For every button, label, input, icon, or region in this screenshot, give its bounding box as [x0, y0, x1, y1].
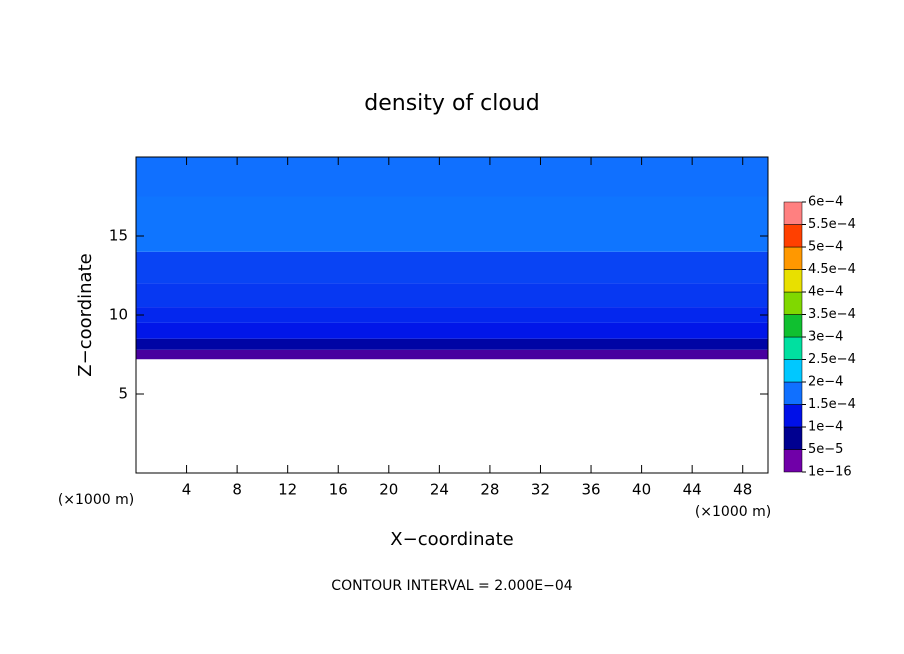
colorbar-label: 5e−5	[808, 442, 843, 457]
contour-band	[136, 322, 768, 339]
colorbar-box	[783, 449, 803, 473]
colorbar-label: 5.5e−4	[808, 217, 856, 232]
y-tick-label: 5	[118, 385, 128, 403]
colorbar-label: 6e−4	[808, 195, 843, 210]
contour-band	[136, 307, 768, 323]
colorbar-box	[783, 381, 803, 405]
contour-band	[136, 338, 768, 350]
colorbar-box	[783, 426, 803, 450]
x-tick-label: 8	[232, 481, 242, 499]
x-unit-left: (×1000 m)	[58, 492, 134, 508]
colorbar-box	[783, 336, 803, 360]
x-axis-label: X−coordinate	[390, 529, 513, 550]
x-tick-label: 48	[733, 481, 752, 499]
colorbar-box	[783, 314, 803, 338]
chart-title: density of cloud	[364, 91, 539, 116]
contour-note: CONTOUR INTERVAL = 2.000E−04	[331, 578, 572, 594]
contour-band	[136, 349, 768, 360]
contour-band	[136, 157, 768, 197]
colorbar-label: 5e−4	[808, 240, 843, 255]
colorbar-label: 2.5e−4	[808, 352, 856, 367]
contour-band	[136, 196, 768, 252]
colorbar-label: 3.5e−4	[808, 307, 856, 322]
colorbar-box	[783, 224, 803, 248]
x-tick-label: 36	[581, 481, 600, 499]
x-tick-label: 32	[531, 481, 550, 499]
colorbar-box	[783, 201, 803, 225]
colorbar-label: 3e−4	[808, 330, 843, 345]
colorbar-label: 1e−4	[808, 420, 843, 435]
colorbar-label: 1e−16	[808, 465, 852, 480]
x-tick-label: 16	[329, 481, 348, 499]
x-tick-label: 20	[379, 481, 398, 499]
contour-band	[136, 283, 768, 308]
y-tick-label: 10	[109, 306, 128, 324]
colorbar-box	[783, 359, 803, 383]
colorbar-label: 2e−4	[808, 375, 843, 390]
x-tick-label: 12	[278, 481, 297, 499]
colorbar-box	[783, 246, 803, 270]
y-tick-label: 15	[109, 227, 128, 245]
colorbar-box	[783, 291, 803, 315]
colorbar-label: 4e−4	[808, 285, 843, 300]
colorbar-label: 4.5e−4	[808, 262, 856, 277]
x-tick-label: 4	[182, 481, 192, 499]
x-tick-label: 28	[480, 481, 499, 499]
x-tick-label: 44	[683, 481, 702, 499]
x-unit-right: (×1000 m)	[695, 504, 771, 520]
x-tick-label: 40	[632, 481, 651, 499]
x-tick-label: 24	[430, 481, 449, 499]
contour-band	[136, 251, 768, 284]
colorbar-box	[783, 404, 803, 428]
colorbar-box	[783, 269, 803, 293]
y-axis-label: Z−coordinate	[75, 253, 96, 376]
colorbar-label: 1.5e−4	[808, 397, 856, 412]
